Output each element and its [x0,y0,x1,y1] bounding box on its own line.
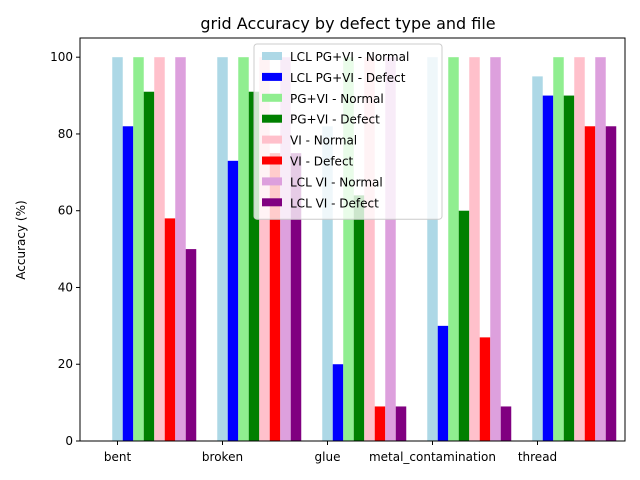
plot-frame [79,37,626,442]
bar-metal_contamination-4 [469,57,480,441]
bar-bent-5 [164,218,176,441]
bar-thread-6 [595,57,606,441]
legend-label-1: LCL PG+VI - Defect [290,71,406,85]
legend-label-3: PG+VI - Defect [290,113,380,127]
legend-swatch-2 [262,93,282,102]
bar-thread-7 [605,126,617,442]
x-tick-label-broken: broken [202,450,243,464]
bar-metal_contamination-2 [448,57,459,441]
legend-swatch-1 [262,72,282,81]
bar-thread-5 [584,126,596,442]
legend-swatch-0 [262,52,282,60]
bar-broken-5 [269,153,281,441]
bar-glue-0 [322,126,333,442]
x-tick-label-thread: thread [518,450,557,464]
legend-box [253,43,443,220]
bar-metal_contamination-3 [458,210,470,441]
legend-label-7: LCL VI - Defect [290,196,379,210]
bar-bent-6 [175,57,186,441]
legend-swatch-5 [262,156,282,165]
bar-thread-3 [563,95,575,442]
x-tick-label-glue: glue [315,450,341,464]
bar-glue-7 [395,406,407,441]
bar-bent-1 [122,126,134,442]
y-tick-label: 80 [58,127,73,141]
bar-metal_contamination-1 [437,325,449,441]
x-tick-label-metal_contamination: metal_contamination [369,450,496,464]
legend: LCL PG+VI - Normal LCL PG+VI - Defect PG+V… [253,43,443,220]
bar-glue-2 [343,57,354,441]
bars-group [112,57,617,442]
chart-title: grid Accuracy by defect type and file [200,14,495,33]
bar-thread-0 [532,76,543,441]
bar-broken-2 [238,57,249,441]
y-tick-label: 20 [58,357,73,371]
legend-swatch-4 [262,135,282,144]
y-tick-label: 40 [58,280,73,294]
y-axis-ticks: 0 20 40 60 80 100 [50,50,80,448]
bar-bent-7 [185,249,197,441]
bar-glue-1 [332,364,344,441]
y-tick-label: 100 [50,50,73,64]
x-tick-label-bent: bent [104,450,132,464]
bar-glue-4 [364,57,375,441]
bar-bent-3 [143,91,155,441]
y-axis-label: Accuracy (%) [14,200,28,279]
bar-metal_contamination-5 [479,337,491,441]
bar-thread-4 [574,57,585,441]
bar-metal_contamination-7 [500,406,512,441]
y-tick-label: 0 [65,434,73,448]
legend-swatch-7 [262,198,282,207]
bar-glue-5 [374,406,386,441]
bar-broken-7 [290,153,302,441]
bar-metal_contamination-6 [490,57,501,441]
bar-metal_contamination-0 [427,57,438,441]
legend-label-2: PG+VI - Normal [290,92,384,106]
x-axis-ticks: bent broken glue metal_contamination thread [104,441,557,464]
bar-thread-2 [553,57,564,441]
bar-bent-4 [154,57,165,441]
legend-label-5: VI - Defect [290,155,354,169]
bar-broken-1 [227,160,239,442]
bar-bent-0 [112,57,123,441]
bar-broken-3 [248,91,260,441]
bar-thread-1 [542,95,554,442]
legend-label-6: LCL VI - Normal [290,175,383,189]
bar-bent-2 [133,57,144,441]
bar-broken-0 [217,57,228,441]
bar-glue-6 [385,57,396,441]
legend-swatch-6 [262,177,282,186]
legend-label-0: LCL PG+VI - Normal [290,50,409,64]
bar-glue-3 [353,195,365,441]
legend-label-4: VI - Normal [290,134,357,148]
legend-swatch-3 [262,114,282,123]
bar-broken-6 [280,57,291,441]
y-tick-label: 60 [58,204,73,218]
bar-broken-4 [259,57,270,441]
